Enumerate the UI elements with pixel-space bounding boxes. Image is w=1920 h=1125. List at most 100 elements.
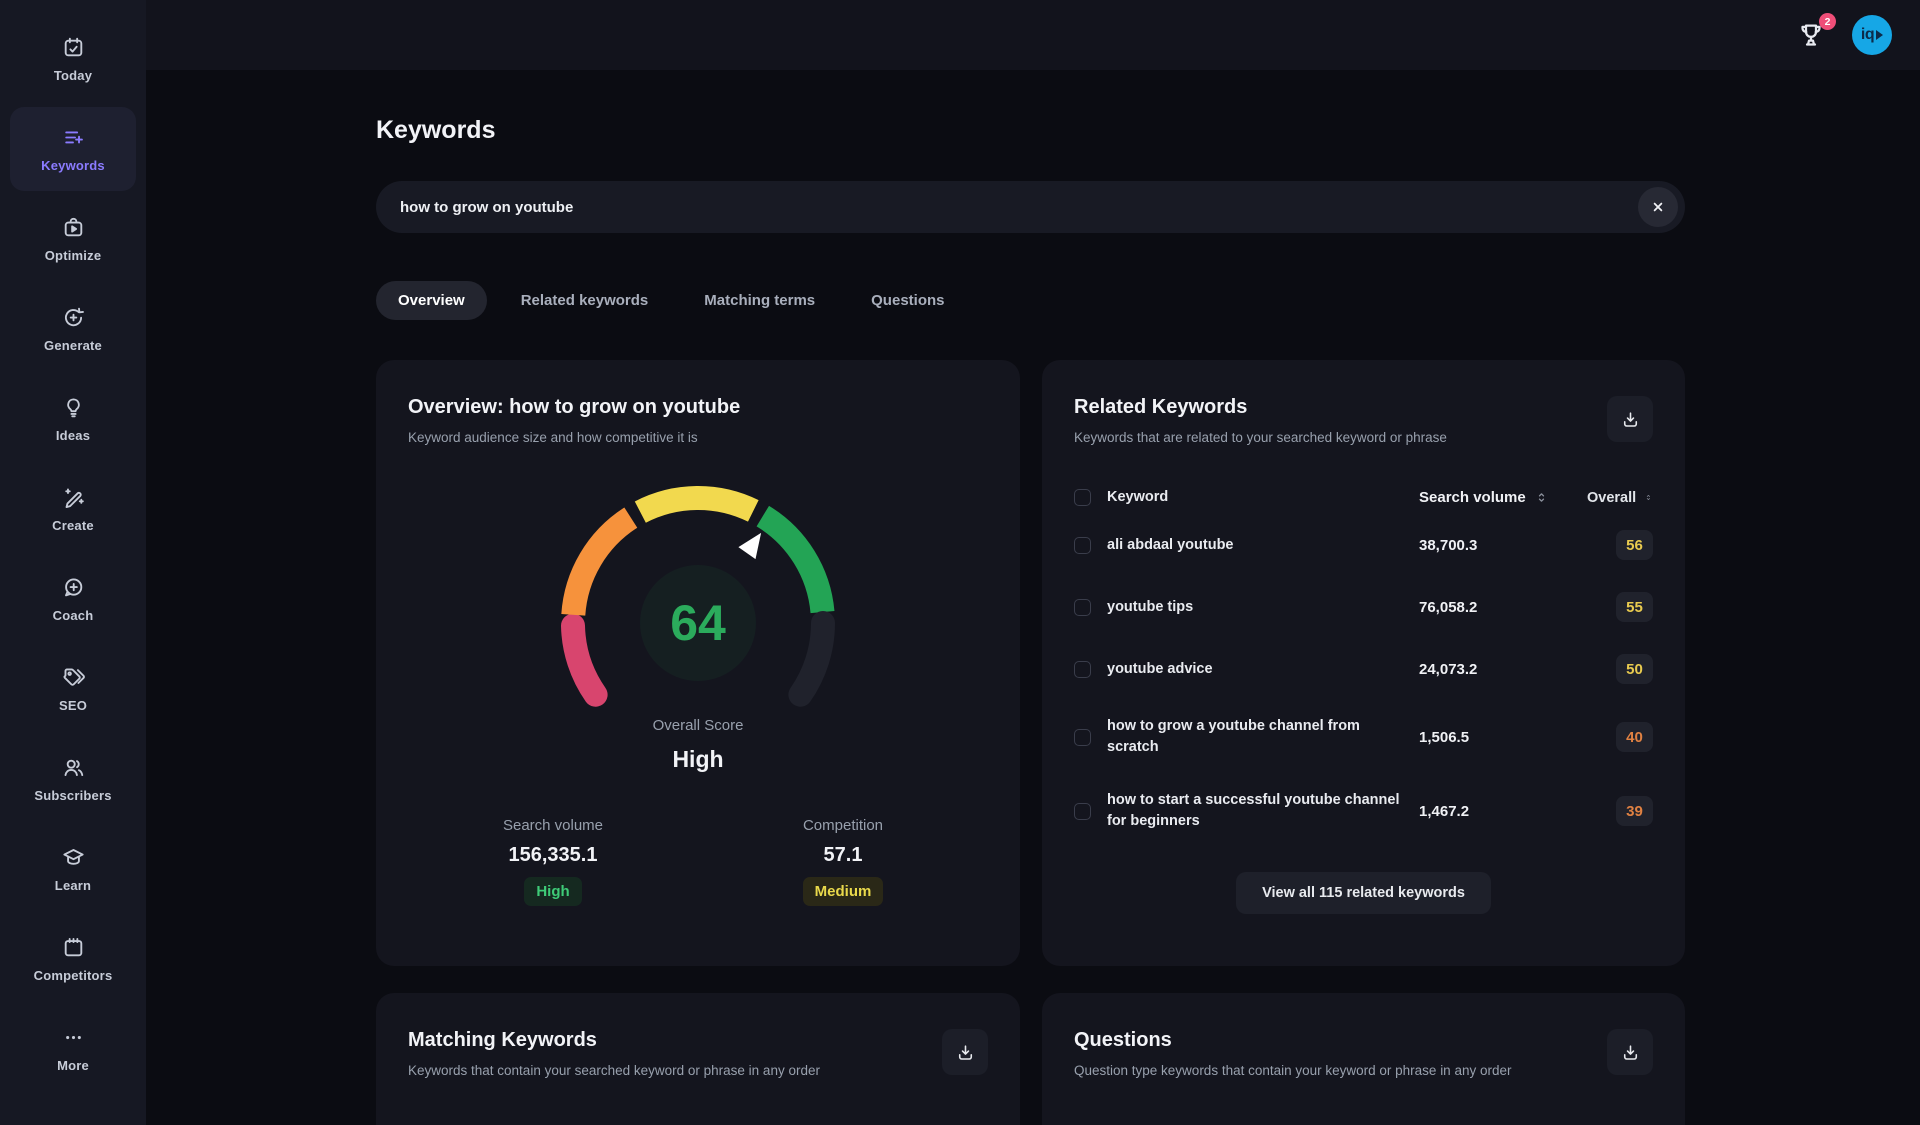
overall-score-chip: 40	[1616, 722, 1653, 753]
questions-download-button[interactable]	[1607, 1029, 1653, 1075]
view-all-related-button[interactable]: View all 115 related keywords	[1236, 872, 1491, 915]
row-checkbox[interactable]	[1074, 598, 1091, 616]
main-area: 2 iq Keywords Overview Related keywords Ma…	[146, 0, 1920, 1125]
users-icon	[61, 755, 86, 780]
related-keywords-card: Related Keywords Keywords that are relat…	[1042, 360, 1685, 966]
gauge-score-value: 64	[670, 595, 726, 651]
sidebar-item-label: Keywords	[41, 158, 105, 173]
page-title: Keywords	[376, 116, 496, 144]
row-keyword: how to start a successful youtube channe…	[1107, 792, 1400, 830]
gauge-pointer	[738, 532, 762, 560]
list-plus-icon	[61, 125, 86, 150]
score-label: Overall Score	[652, 717, 744, 734]
overall-score-chip: 56	[1616, 530, 1653, 561]
sidebar-item-competitors[interactable]: Competitors	[10, 917, 136, 1001]
overview-card-subtitle: Keyword audience size and how competitiv…	[408, 430, 698, 445]
tab-related-keywords[interactable]: Related keywords	[499, 281, 671, 320]
tab-questions[interactable]: Questions	[849, 281, 966, 320]
sort-icon[interactable]	[1644, 490, 1653, 505]
achievements-button[interactable]: 2	[1796, 13, 1836, 52]
sidebar-item-keywords[interactable]: Keywords	[10, 107, 136, 191]
matching-card-subtitle: Keywords that contain your searched keyw…	[408, 1063, 820, 1078]
close-icon	[1649, 198, 1667, 216]
related-card-title: Related Keywords	[1074, 396, 1248, 418]
competition-value: 57.1	[823, 844, 863, 866]
sidebar-item-label: Coach	[52, 608, 94, 623]
select-all-checkbox[interactable]	[1074, 489, 1091, 506]
sidebar-item-label: SEO	[58, 698, 88, 713]
download-icon	[1620, 409, 1641, 430]
row-checkbox[interactable]	[1074, 536, 1091, 554]
sidebar-item-subscribers[interactable]: Subscribers	[10, 737, 136, 821]
sidebar-item-seo[interactable]: SEO	[10, 647, 136, 731]
related-keywords-rows: ali abdaal youtube 38,700.3 56 youtube tips…	[1074, 514, 1653, 848]
row-keyword: youtube advice	[1107, 660, 1213, 677]
download-icon	[1620, 1042, 1641, 1063]
related-download-button[interactable]	[1607, 396, 1653, 442]
topbar: 2 iq	[146, 0, 1920, 70]
sidebar-item-today[interactable]: Today	[10, 17, 136, 101]
gauge-segment	[561, 613, 608, 707]
search-input[interactable]	[376, 181, 1685, 233]
cards-grid: Overview: how to grow on youtube Keyword…	[376, 360, 1920, 1125]
competition-badge: Medium	[802, 877, 884, 906]
matching-card-title: Matching Keywords	[408, 1029, 597, 1051]
download-icon	[955, 1042, 976, 1063]
play-triangle-icon	[1876, 30, 1884, 40]
table-row[interactable]: how to grow a youtube channel from scrat…	[1074, 700, 1653, 774]
overview-stats: Search volume 156,335.1 High Competition…	[408, 817, 988, 906]
sidebar-item-label: Create	[52, 518, 94, 533]
matching-download-button[interactable]	[942, 1029, 988, 1075]
table-row[interactable]: ali abdaal youtube 38,700.3 56	[1074, 514, 1653, 576]
sort-icon[interactable]	[1534, 490, 1549, 505]
related-card-head: Related Keywords Keywords that are relat…	[1074, 396, 1653, 445]
table-row[interactable]: how to start a successful youtube channe…	[1074, 774, 1653, 848]
sidebar-item-label: Subscribers	[34, 788, 112, 803]
sidebar-item-generate[interactable]: Generate	[10, 287, 136, 371]
row-checkbox[interactable]	[1074, 660, 1091, 678]
sidebar-item-more[interactable]: More	[10, 1007, 136, 1091]
sidebar-item-optimize[interactable]: Optimize	[10, 197, 136, 281]
chat-plus-icon	[61, 575, 86, 600]
search-volume-value: 156,335.1	[508, 844, 598, 866]
sidebar-item-create[interactable]: Create	[10, 467, 136, 551]
questions-card: Questions Question type keywords that co…	[1042, 993, 1685, 1125]
competition-label: Competition	[802, 817, 884, 834]
keyword-column-header: Keyword	[1107, 489, 1169, 505]
overall-score-chip: 55	[1616, 592, 1653, 623]
sidebar-item-ideas[interactable]: Ideas	[10, 377, 136, 461]
table-row[interactable]: youtube advice 24,073.2 50	[1074, 638, 1653, 700]
sidebar-item-coach[interactable]: Coach	[10, 557, 136, 641]
search-volume-column-header: Search volume	[1419, 489, 1526, 506]
row-search-volume: 1,506.5	[1419, 728, 1470, 746]
row-search-volume: 38,700.3	[1419, 536, 1478, 554]
gauge-arcs	[561, 486, 835, 707]
row-checkbox[interactable]	[1074, 728, 1091, 746]
overall-score-chip: 39	[1616, 796, 1653, 827]
search-bar	[376, 181, 1685, 233]
row-search-volume: 24,073.2	[1419, 660, 1478, 678]
overall-column-header: Overall	[1587, 489, 1637, 506]
questions-card-title: Questions	[1074, 1029, 1172, 1051]
overview-card: Overview: how to grow on youtube Keyword…	[376, 360, 1020, 966]
refresh-plus-icon	[61, 305, 86, 330]
avatar-label: iq	[1860, 26, 1875, 43]
content: Keywords Overview Related keywords Matchin…	[146, 70, 1920, 1125]
tab-overview[interactable]: Overview	[376, 281, 487, 320]
sidebar-item-label: Competitors	[33, 968, 113, 983]
clear-search-button[interactable]	[1638, 187, 1678, 227]
competition-stat: Competition 57.1 Medium	[698, 817, 988, 906]
sidebar-item-label: Generate	[44, 338, 102, 353]
tab-matching-terms[interactable]: Matching terms	[682, 281, 837, 320]
gauge-segment	[561, 507, 638, 616]
overview-card-title: Overview: how to grow on youtube	[408, 396, 741, 418]
questions-card-subtitle: Question type keywords that contain your…	[1074, 1063, 1512, 1078]
search-volume-badge: High	[524, 877, 582, 906]
sidebar-item-label: More	[57, 1058, 89, 1073]
table-row[interactable]: youtube tips 76,058.2 55	[1074, 576, 1653, 638]
row-keyword: ali abdaal youtube	[1107, 536, 1234, 553]
sidebar-item-learn[interactable]: Learn	[10, 827, 136, 911]
row-checkbox[interactable]	[1074, 802, 1091, 820]
lightbulb-icon	[61, 395, 86, 420]
account-avatar[interactable]: iq	[1852, 15, 1892, 55]
